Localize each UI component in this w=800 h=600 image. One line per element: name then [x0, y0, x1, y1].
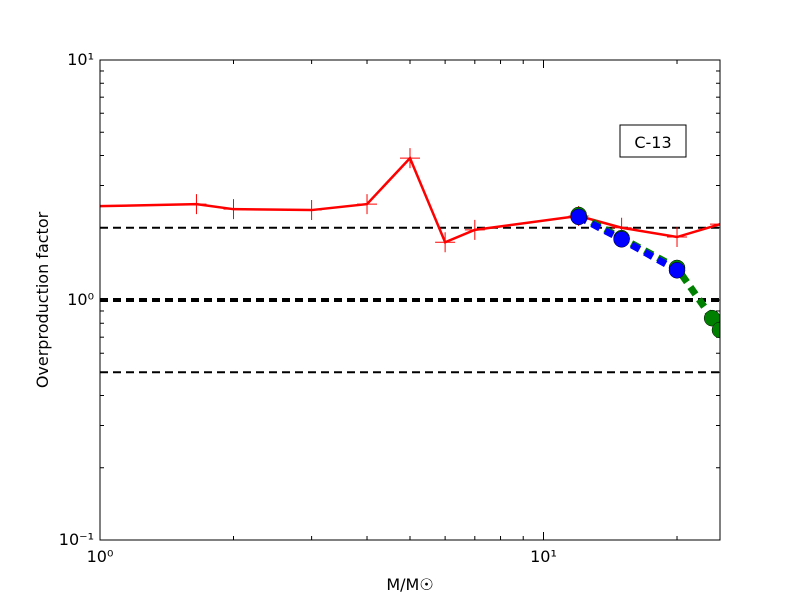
marker	[703, 309, 720, 327]
marker	[223, 199, 244, 220]
marker	[301, 200, 322, 221]
y-axis-label: Overproduction factor	[33, 211, 52, 388]
y-tick-label: 10⁰	[67, 290, 94, 309]
marker	[710, 214, 720, 235]
marker	[668, 262, 686, 279]
x-tick-label: 10¹	[530, 547, 557, 566]
annotation: C-13	[634, 133, 671, 152]
marker	[100, 196, 110, 217]
annotation-box	[619, 124, 687, 158]
y-tick-label: 10¹	[67, 50, 94, 69]
marker	[400, 148, 420, 169]
marker	[357, 194, 378, 215]
plot-frame	[99, 59, 721, 541]
marker	[711, 321, 720, 339]
marker	[464, 219, 485, 240]
marker	[667, 227, 688, 248]
y-tick-label: 10⁻¹	[59, 530, 94, 549]
x-axis-label: M/M☉	[386, 575, 433, 594]
marker	[435, 232, 456, 253]
marker	[186, 194, 207, 215]
marker	[570, 208, 587, 226]
x-tick-label: 10⁰	[87, 547, 114, 566]
series-line	[100, 155, 720, 244]
marker	[613, 231, 630, 248]
